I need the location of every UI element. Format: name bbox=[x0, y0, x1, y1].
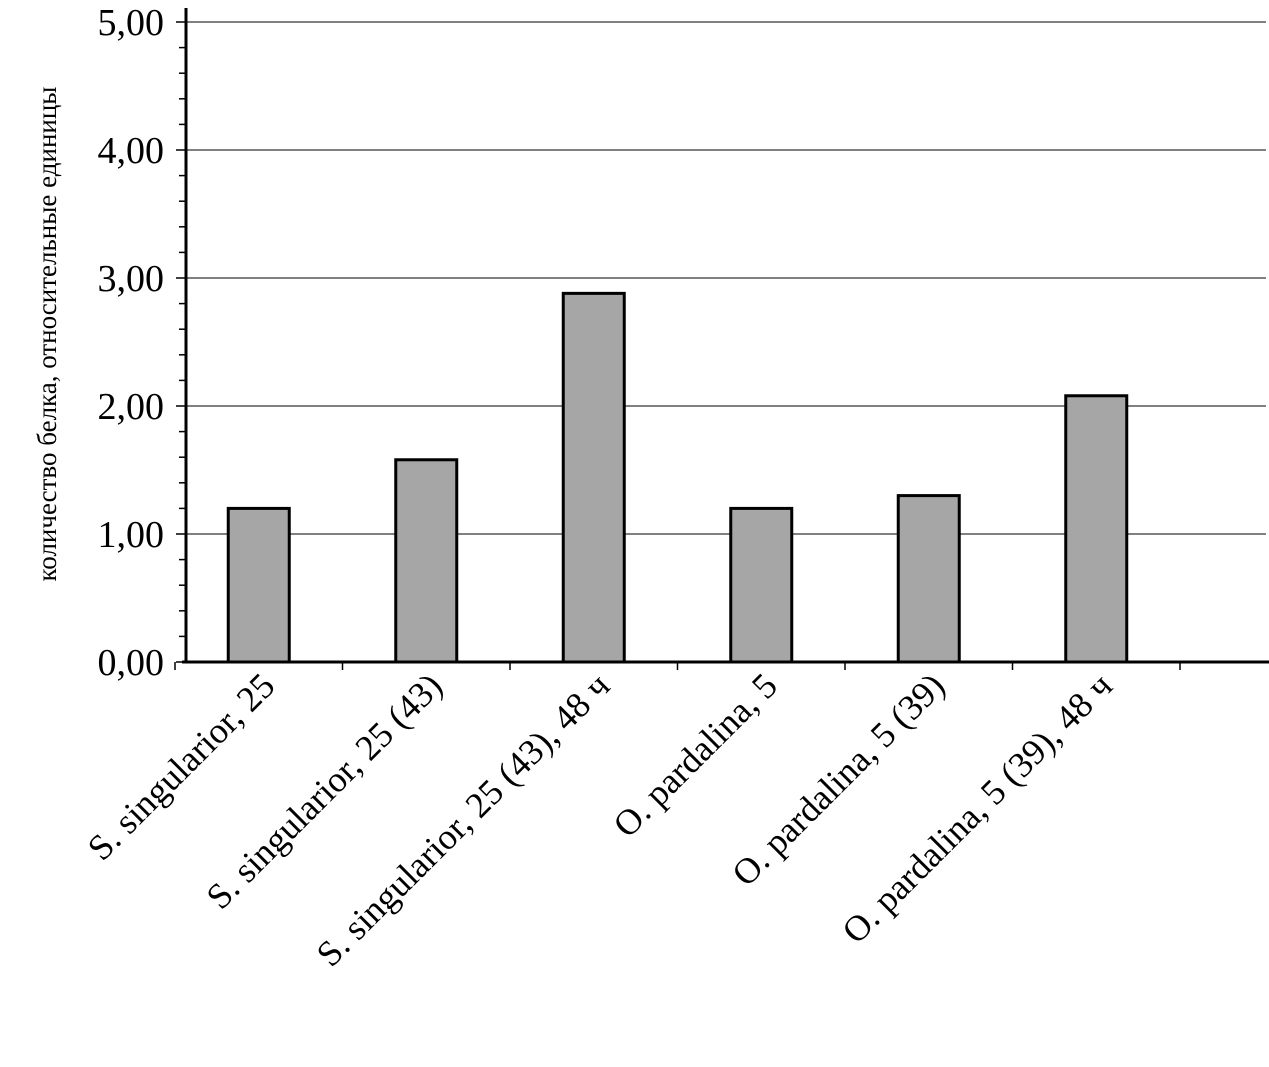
y-tick-label: 3,00 bbox=[98, 258, 165, 300]
axes bbox=[174, 8, 1269, 670]
y-tick-label: 0,00 bbox=[98, 642, 165, 684]
x-tick-labels: S. singularior, 25S. singularior, 25 (43… bbox=[80, 665, 1120, 974]
bar bbox=[561, 291, 626, 664]
bar bbox=[226, 506, 291, 664]
y-tick-label: 2,00 bbox=[98, 386, 165, 428]
y-tick-labels: 0,00 1,00 2,00 3,00 4,00 5,00 bbox=[98, 2, 165, 684]
x-tick-label: O. pardalina, 5 bbox=[605, 665, 785, 845]
bar bbox=[394, 458, 459, 664]
y-axis-title: количество белка, относительные единицы bbox=[32, 87, 62, 582]
y-tick-label: 4,00 bbox=[98, 130, 165, 172]
y-tick-label: 1,00 bbox=[98, 514, 165, 556]
bar bbox=[1064, 394, 1129, 664]
y-tick-label: 5,00 bbox=[98, 2, 165, 44]
x-tick-label: O. pardalina, 5 (39), 48 ч bbox=[834, 665, 1120, 951]
bar bbox=[896, 494, 961, 664]
bar bbox=[729, 506, 794, 664]
x-tick-label: S. singularior, 25 (43), 48 ч bbox=[309, 665, 618, 974]
bars bbox=[226, 291, 1129, 664]
